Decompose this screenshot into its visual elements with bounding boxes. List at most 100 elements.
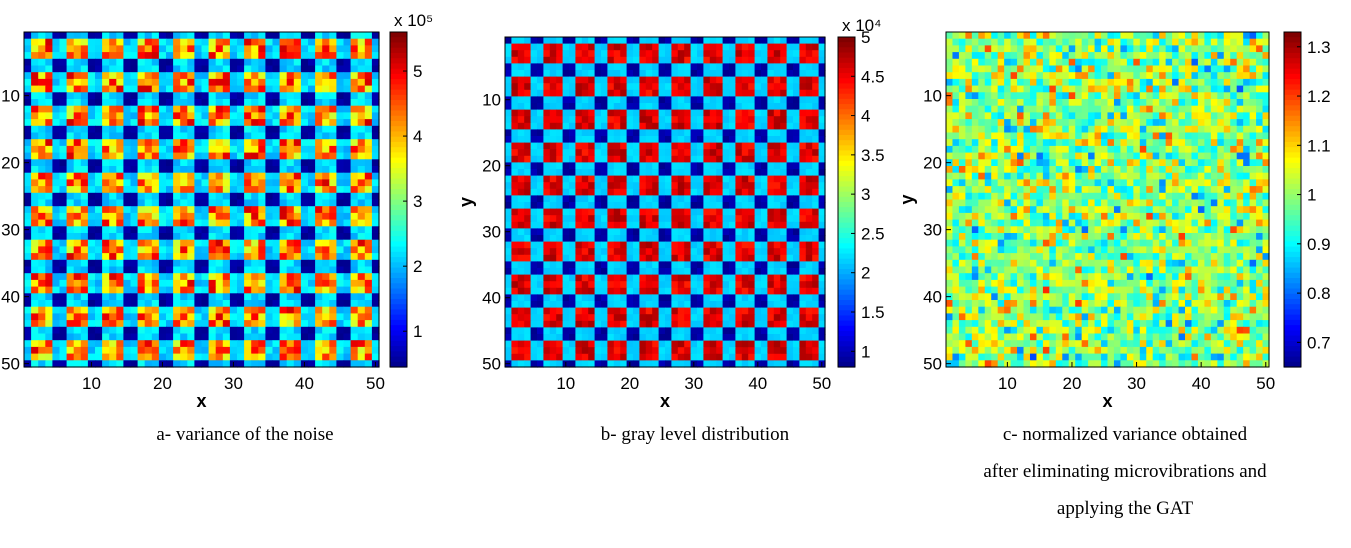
heatmap-cell bbox=[158, 78, 167, 87]
heatmap-cell bbox=[251, 293, 259, 301]
heatmap-cell bbox=[543, 221, 551, 229]
heatmap-cell bbox=[350, 132, 359, 140]
heatmap-cell bbox=[562, 254, 570, 262]
heatmap-cell bbox=[671, 254, 679, 262]
heatmap-cell bbox=[194, 192, 203, 201]
heatmap-cell bbox=[322, 145, 330, 154]
heatmap-cell bbox=[194, 92, 203, 100]
heatmap-cell bbox=[329, 273, 337, 281]
heatmap-cell bbox=[665, 155, 672, 163]
heatmap-cell bbox=[308, 105, 316, 113]
heatmap-cell bbox=[116, 119, 124, 127]
heatmap-cell bbox=[722, 287, 730, 295]
heatmap-cell bbox=[308, 145, 316, 154]
heatmap-cell bbox=[703, 287, 711, 295]
heatmap-cell bbox=[95, 166, 103, 174]
heatmap-cell bbox=[709, 254, 717, 262]
heatmap-cell bbox=[130, 125, 139, 134]
heatmap-cell bbox=[684, 50, 692, 58]
colorbar-segment bbox=[390, 168, 407, 174]
heatmap-cell bbox=[620, 175, 628, 183]
heatmap-cell bbox=[639, 50, 647, 58]
heatmap-cell bbox=[336, 259, 345, 268]
heatmap-cell bbox=[364, 32, 373, 40]
heatmap-cell bbox=[697, 76, 704, 84]
heatmap-cell bbox=[166, 206, 174, 214]
heatmap-cell bbox=[639, 327, 647, 335]
heatmap-cell bbox=[201, 199, 210, 207]
heatmap-cell bbox=[222, 353, 231, 361]
heatmap-cell bbox=[208, 45, 217, 53]
heatmap-cell bbox=[272, 239, 281, 247]
heatmap-cell bbox=[24, 38, 32, 46]
heatmap-cell bbox=[690, 228, 698, 236]
heatmap-cell bbox=[645, 261, 653, 269]
heatmap-cell bbox=[697, 188, 704, 196]
heatmap-cell bbox=[767, 287, 775, 295]
heatmap-cell bbox=[123, 326, 132, 335]
heatmap-cell bbox=[703, 208, 711, 216]
heatmap-cell bbox=[87, 152, 96, 160]
heatmap-cell bbox=[690, 235, 698, 243]
heatmap-cell bbox=[144, 286, 153, 294]
heatmap-cell bbox=[748, 136, 756, 144]
heatmap-cell bbox=[594, 162, 602, 170]
heatmap-cell bbox=[799, 301, 807, 309]
heatmap-cell bbox=[187, 45, 195, 53]
heatmap-cell bbox=[187, 212, 195, 221]
heatmap-cell bbox=[364, 313, 373, 321]
heatmap-cell bbox=[279, 259, 288, 268]
heatmap-cell bbox=[537, 129, 544, 137]
heatmap-cell bbox=[357, 152, 366, 160]
heatmap-cell bbox=[336, 125, 345, 134]
heatmap-cell bbox=[308, 78, 316, 87]
heatmap-cell bbox=[607, 89, 615, 97]
heatmap-cell bbox=[665, 103, 672, 111]
heatmap-cell bbox=[543, 182, 551, 190]
heatmap-cell bbox=[59, 125, 68, 134]
heatmap-cell bbox=[748, 96, 756, 104]
heatmap-cell bbox=[569, 327, 576, 335]
heatmap-cell bbox=[315, 253, 323, 261]
heatmap-cell bbox=[645, 228, 653, 236]
heatmap-cell bbox=[137, 38, 146, 46]
heatmap-cell bbox=[137, 212, 146, 221]
heatmap-cell bbox=[805, 50, 813, 58]
heatmap-cell bbox=[222, 239, 231, 247]
heatmap-cell bbox=[315, 125, 323, 134]
heatmap-cell bbox=[258, 112, 266, 120]
heatmap-cell bbox=[279, 206, 288, 214]
heatmap-cell bbox=[716, 89, 724, 97]
heatmap-cell bbox=[569, 169, 576, 177]
heatmap-cell bbox=[45, 360, 53, 368]
heatmap-cell bbox=[754, 175, 762, 183]
heatmap-cell bbox=[80, 333, 89, 341]
heatmap-cell bbox=[137, 333, 146, 341]
heatmap-cell bbox=[773, 340, 781, 348]
x-tick-label: 30 bbox=[224, 374, 243, 393]
heatmap-cell bbox=[697, 162, 704, 170]
heatmap-cell bbox=[639, 334, 647, 342]
heatmap-cell bbox=[549, 254, 557, 262]
heatmap-cell bbox=[229, 112, 238, 120]
heatmap-cell bbox=[633, 287, 640, 295]
heatmap-cell bbox=[690, 56, 698, 64]
heatmap-cell bbox=[130, 152, 139, 160]
heatmap-cell bbox=[279, 293, 288, 301]
heatmap-cell bbox=[613, 307, 621, 315]
heatmap-cell bbox=[31, 65, 39, 73]
heatmap-cell bbox=[357, 273, 366, 281]
heatmap-cell bbox=[144, 112, 153, 120]
heatmap-cell bbox=[767, 301, 775, 309]
heatmap-cell bbox=[180, 346, 188, 355]
heatmap-cell bbox=[38, 300, 46, 308]
heatmap-cell bbox=[208, 300, 217, 308]
heatmap-cell bbox=[735, 287, 743, 295]
heatmap-cell bbox=[620, 122, 628, 130]
heatmap-cell bbox=[24, 192, 32, 201]
heatmap-cell bbox=[137, 139, 146, 147]
colorbar-segment bbox=[390, 32, 407, 38]
heatmap-cell bbox=[229, 279, 238, 288]
heatmap-cell bbox=[265, 293, 274, 301]
heatmap-cell bbox=[729, 37, 736, 45]
